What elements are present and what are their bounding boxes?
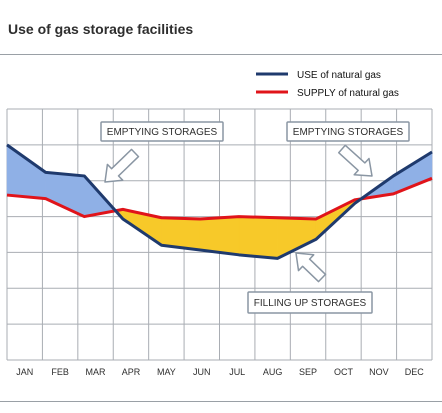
use-line [6,143,433,260]
chart-title: Use of gas storage facilities [8,21,194,37]
emptying-area [45,172,85,217]
series-lines [6,143,433,260]
x-tick-label: JUN [193,367,211,377]
emptying-annotation-right-label: EMPTYING STORAGES [293,127,404,138]
bottom-divider [0,401,442,402]
emptying-annotation-left-label: EMPTYING STORAGES [107,127,218,138]
shaded-areas [6,144,433,259]
emptying-annotation-right-box [286,121,410,142]
x-tick-label: JUL [229,367,245,377]
x-tick-label: SEP [299,367,317,377]
legend-supply-label: SUPPLY of natural gas [297,88,399,99]
x-tick-label: AUG [263,367,283,377]
annotations: EMPTYING STORAGES EMPTYING STORAGES FILLIN… [100,121,410,314]
emptying-area [6,144,46,199]
title-divider [0,54,442,55]
x-tick-label: MAR [86,367,107,377]
x-tick-label: NOV [369,367,389,377]
legend-use-label: USE of natural gas [297,70,381,81]
emptying-arrow-right [337,144,373,177]
emptying-arrow-left [104,148,140,183]
x-tick-labels: JAN FEB MAR APR MAY JUN JUL AUG SEP OCT NOV DEC [16,367,424,377]
filling-annotation-label: FILLING UP STORAGES [254,298,367,309]
x-tick-label: FEB [51,367,69,377]
emptying-annotation-left-box [100,121,224,142]
filling-arrow [295,252,327,283]
filling-annotation-box [247,291,373,314]
filling-area [199,216,240,256]
x-tick-label: DEC [405,367,425,377]
x-tick-label: JAN [16,367,33,377]
legend: USE of natural gas SUPPLY of natural gas [256,70,399,99]
x-tick-label: APR [122,367,141,377]
x-tick-label: MAY [157,367,176,377]
x-tick-label: OCT [334,367,354,377]
filling-area [238,216,278,259]
